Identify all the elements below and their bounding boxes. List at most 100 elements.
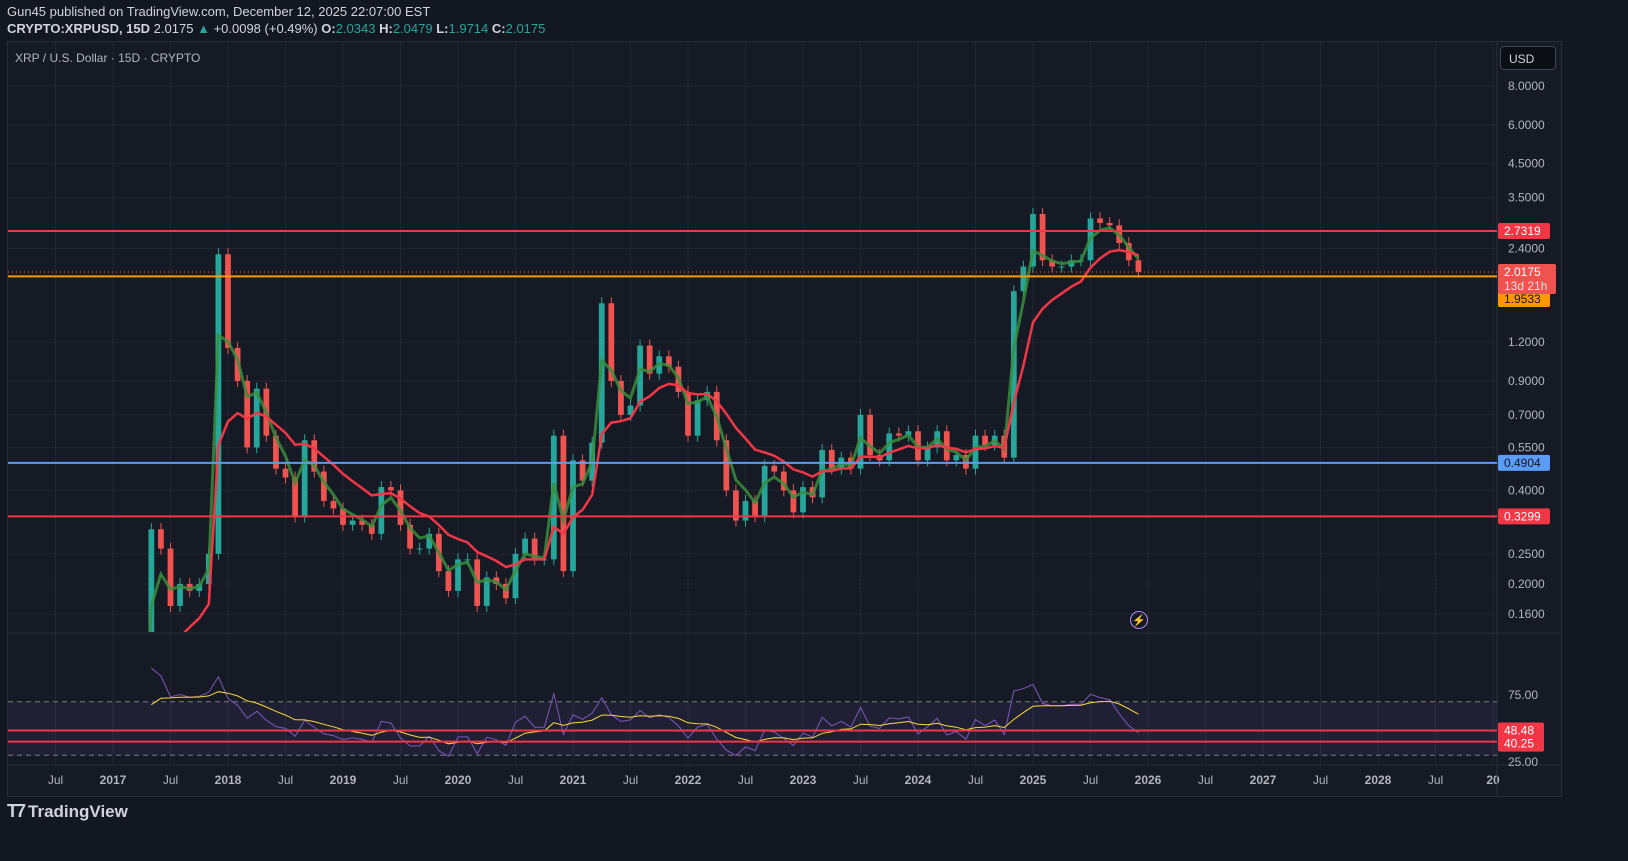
price-axis-label: 4.5000 [1508,157,1545,171]
time-axis-label: 2020 [445,773,472,787]
rsi-band-background [8,701,1497,756]
price-axis-label: 0.2000 [1508,577,1545,591]
chart-title: XRP / U.S. Dollar · 15D · CRYPTO [15,51,201,65]
candle-down [646,345,653,374]
candle-down [320,471,327,501]
time-axis-label: Jul [1313,773,1328,787]
candle-up [924,447,931,461]
time-axis-label: Jul [393,773,408,787]
candle-down [158,529,164,549]
symbol-name: CRYPTO:XRPUSD, 15D [7,21,151,36]
price-axis-label: 0.5500 [1508,440,1545,454]
candle-up [1010,291,1017,458]
price-axis-label: 3.5000 [1508,191,1545,205]
low-value: 1.9714 [448,21,489,36]
price-axis-label: 0.1600 [1508,607,1545,621]
price-level-badge [1498,454,1550,471]
candle-up [522,538,528,554]
candle-down [273,435,279,469]
rsi-moving-average-line [151,691,1139,745]
open-label: O: [321,21,336,36]
high-value: 2.0479 [392,21,433,36]
time-axis-label: Jul [48,773,63,787]
rsi-level-label: 48.48 [1504,724,1534,738]
candle-down [608,303,615,381]
time-axis-label: 20 [1486,773,1500,787]
price-level-badge [1498,508,1550,525]
candle-down [292,477,298,517]
candle-down [665,356,672,367]
price-pane [148,207,1142,632]
close-value: 2.0175 [505,21,546,36]
price-level-badge [1498,290,1550,307]
candle-down [943,431,950,461]
price-axis-label: 0.2500 [1508,547,1545,561]
triangle-up-icon: ▲ [197,21,210,36]
candle-up [349,520,356,525]
publish-info: Gun45 published on TradingView.com, Dece… [7,4,431,19]
time-axis-label: 2021 [560,773,587,787]
time-axis-label: 2028 [1365,773,1392,787]
time-axis-label: Jul [163,773,178,787]
candle-up [416,548,423,550]
candle-up [972,435,979,469]
tradingview-logo[interactable]: T7 TradingView [7,801,128,822]
candle-down [244,380,251,448]
high-label: H: [379,21,393,36]
candle-down [330,500,337,509]
time-axis-label: Jul [853,773,868,787]
candle-up [148,529,155,632]
candle-up [177,583,183,606]
candle-down [1049,260,1056,267]
time-axis-label: Jul [623,773,638,787]
lightning-icon[interactable]: ⚡ [1130,611,1148,629]
time-axis-label: 2027 [1250,773,1277,787]
low-label: L: [436,21,449,36]
time-axis-label: 2023 [790,773,817,787]
candle-down [982,435,988,446]
candle-up [378,487,385,534]
candle-up [694,400,701,436]
price-level-label: 1.9533 [1504,292,1541,306]
candle-down [368,524,375,534]
time-axis-label: Jul [278,773,293,787]
price-level-label: 0.3299 [1504,509,1541,523]
candle-up [550,435,557,560]
rsi-level-label: 40.25 [1504,737,1534,751]
candle-up [301,440,308,517]
price-level-label: 2.7319 [1504,224,1541,238]
candle-up [953,455,960,461]
candle-down [1039,213,1046,261]
candle-down [618,380,624,415]
rsi-level-badge [1498,735,1544,752]
candle-down [733,490,739,521]
last-price-badge [1498,263,1556,294]
candle-up [215,254,222,554]
price-level-label: 0.4904 [1504,456,1541,470]
candle-down [771,465,778,472]
candle-up [905,431,912,436]
time-axis-label: Jul [1198,773,1213,787]
candle-up [1020,266,1027,292]
time-axis-label: 2019 [330,773,357,787]
candle-down [407,524,413,549]
candle-up [800,487,806,513]
currency-button[interactable]: USD [1500,46,1556,70]
candle-down [225,254,231,348]
candle-down [282,468,289,478]
candle-down [895,433,902,436]
time-axis-label: 2022 [675,773,702,787]
time-axis-label: 2026 [1135,773,1162,787]
candle-down [388,487,394,491]
candle-down [1106,222,1113,226]
candle-down [560,435,567,572]
candle-down [579,460,586,481]
candle-up [637,345,643,406]
candle-up [455,559,461,591]
rsi-level-badge [1498,722,1544,739]
time-axis-label: 2024 [905,773,932,787]
candle-up [464,559,471,561]
candle-up [886,433,893,461]
candle-up [761,465,768,517]
